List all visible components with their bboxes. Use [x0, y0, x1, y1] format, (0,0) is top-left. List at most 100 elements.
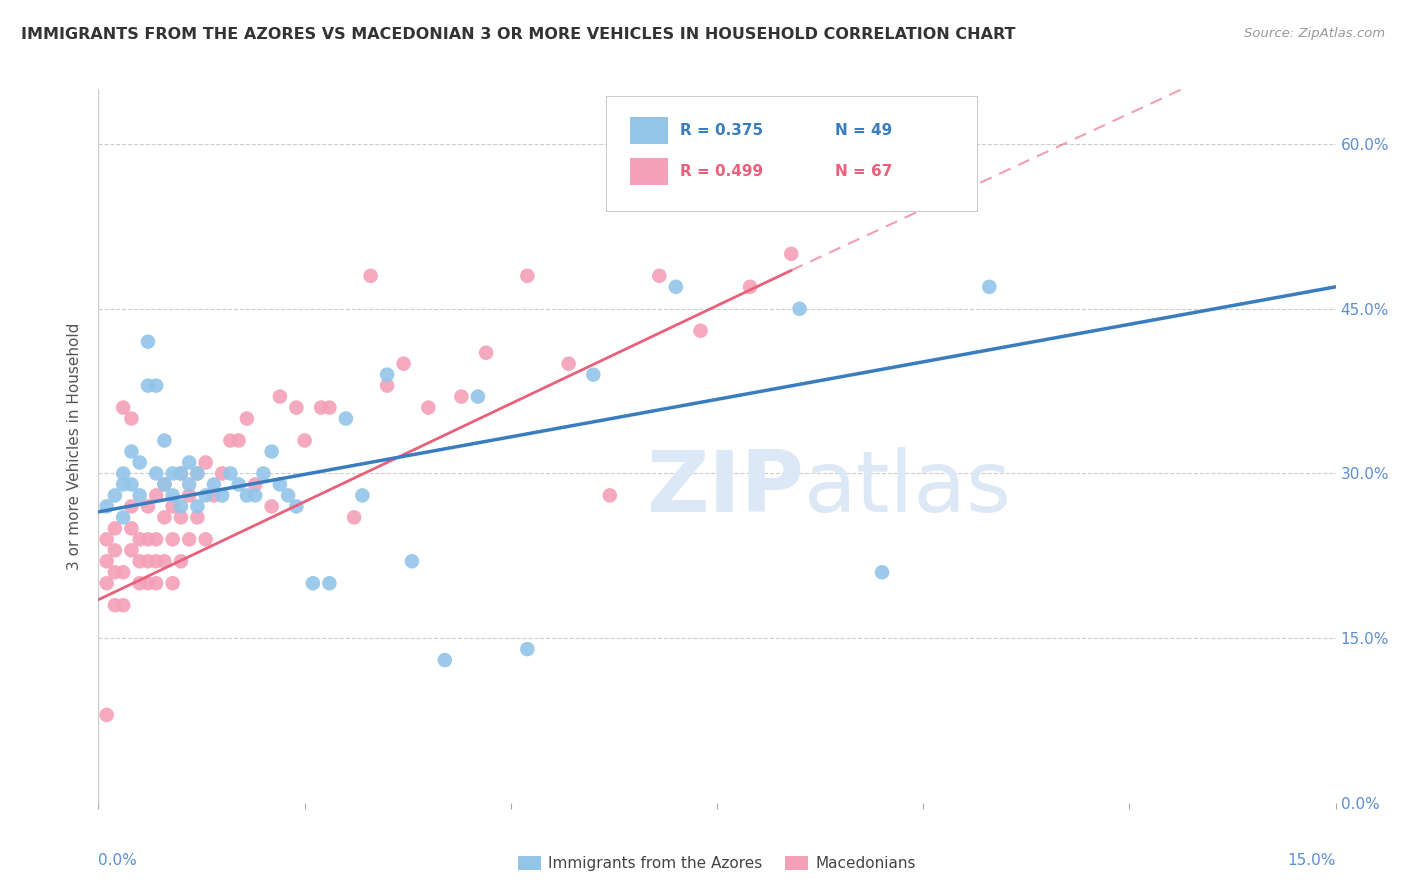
Text: R = 0.499: R = 0.499	[681, 164, 763, 178]
Point	[120, 543, 142, 558]
Point	[153, 554, 176, 568]
Point	[153, 434, 176, 448]
Point	[260, 500, 283, 514]
Point	[136, 378, 159, 392]
Point	[450, 390, 472, 404]
Point	[260, 444, 283, 458]
Point	[145, 576, 167, 591]
Text: ZIP: ZIP	[645, 447, 804, 531]
FancyBboxPatch shape	[630, 117, 668, 145]
Point	[162, 488, 184, 502]
Point	[467, 390, 489, 404]
Point	[120, 477, 142, 491]
Point	[128, 455, 150, 469]
Point	[170, 510, 193, 524]
Point	[870, 566, 893, 580]
Text: N = 49: N = 49	[835, 123, 891, 138]
Text: atlas: atlas	[804, 447, 1012, 531]
Legend: Immigrants from the Azores, Macedonians: Immigrants from the Azores, Macedonians	[512, 850, 922, 877]
Point	[186, 467, 208, 481]
Point	[211, 488, 233, 502]
Point	[194, 533, 217, 547]
Point	[285, 500, 308, 514]
Point	[738, 280, 761, 294]
Point	[145, 533, 167, 547]
Point	[401, 554, 423, 568]
Point	[186, 500, 208, 514]
Point	[186, 510, 208, 524]
Point	[136, 334, 159, 349]
Text: 15.0%: 15.0%	[1288, 853, 1336, 868]
Text: 0.0%: 0.0%	[98, 853, 138, 868]
Point	[112, 510, 135, 524]
Point	[136, 576, 159, 591]
Point	[120, 411, 142, 425]
Point	[789, 301, 811, 316]
Point	[96, 533, 118, 547]
Point	[375, 378, 398, 392]
Point	[104, 566, 127, 580]
Point	[136, 554, 159, 568]
Point	[145, 378, 167, 392]
Point	[318, 576, 340, 591]
Point	[418, 401, 440, 415]
Point	[219, 467, 242, 481]
Point	[153, 477, 176, 491]
Point	[128, 488, 150, 502]
Point	[145, 488, 167, 502]
Point	[112, 598, 135, 612]
Point	[309, 401, 332, 415]
Point	[128, 576, 150, 591]
Point	[599, 488, 621, 502]
Point	[252, 467, 274, 481]
Text: Source: ZipAtlas.com: Source: ZipAtlas.com	[1244, 27, 1385, 40]
Point	[179, 533, 201, 547]
Point	[179, 488, 201, 502]
Point	[269, 390, 291, 404]
Point	[516, 268, 538, 283]
Point	[557, 357, 579, 371]
Point	[96, 500, 118, 514]
Point	[162, 500, 184, 514]
Point	[153, 477, 176, 491]
Point	[179, 455, 201, 469]
Point	[433, 653, 456, 667]
Point	[375, 368, 398, 382]
Point	[136, 500, 159, 514]
Point	[269, 477, 291, 491]
Point	[120, 444, 142, 458]
Point	[104, 598, 127, 612]
Point	[186, 467, 208, 481]
Point	[318, 401, 340, 415]
Point	[202, 477, 225, 491]
Point	[162, 576, 184, 591]
Point	[145, 467, 167, 481]
FancyBboxPatch shape	[630, 158, 668, 185]
Point	[516, 642, 538, 657]
Point	[228, 477, 250, 491]
Point	[194, 455, 217, 469]
Point	[689, 324, 711, 338]
Point	[162, 467, 184, 481]
Point	[236, 411, 259, 425]
Point	[228, 434, 250, 448]
Point	[96, 708, 118, 723]
Text: N = 67: N = 67	[835, 164, 891, 178]
Point	[343, 510, 366, 524]
FancyBboxPatch shape	[606, 96, 977, 211]
Point	[582, 368, 605, 382]
Point	[112, 566, 135, 580]
Point	[170, 554, 193, 568]
Point	[128, 554, 150, 568]
Point	[170, 500, 193, 514]
Point	[360, 268, 382, 283]
Point	[236, 488, 259, 502]
Point	[128, 533, 150, 547]
Point	[243, 477, 266, 491]
Point	[665, 280, 688, 294]
Point	[243, 488, 266, 502]
Point	[145, 554, 167, 568]
Point	[120, 521, 142, 535]
Text: R = 0.375: R = 0.375	[681, 123, 763, 138]
Point	[104, 488, 127, 502]
